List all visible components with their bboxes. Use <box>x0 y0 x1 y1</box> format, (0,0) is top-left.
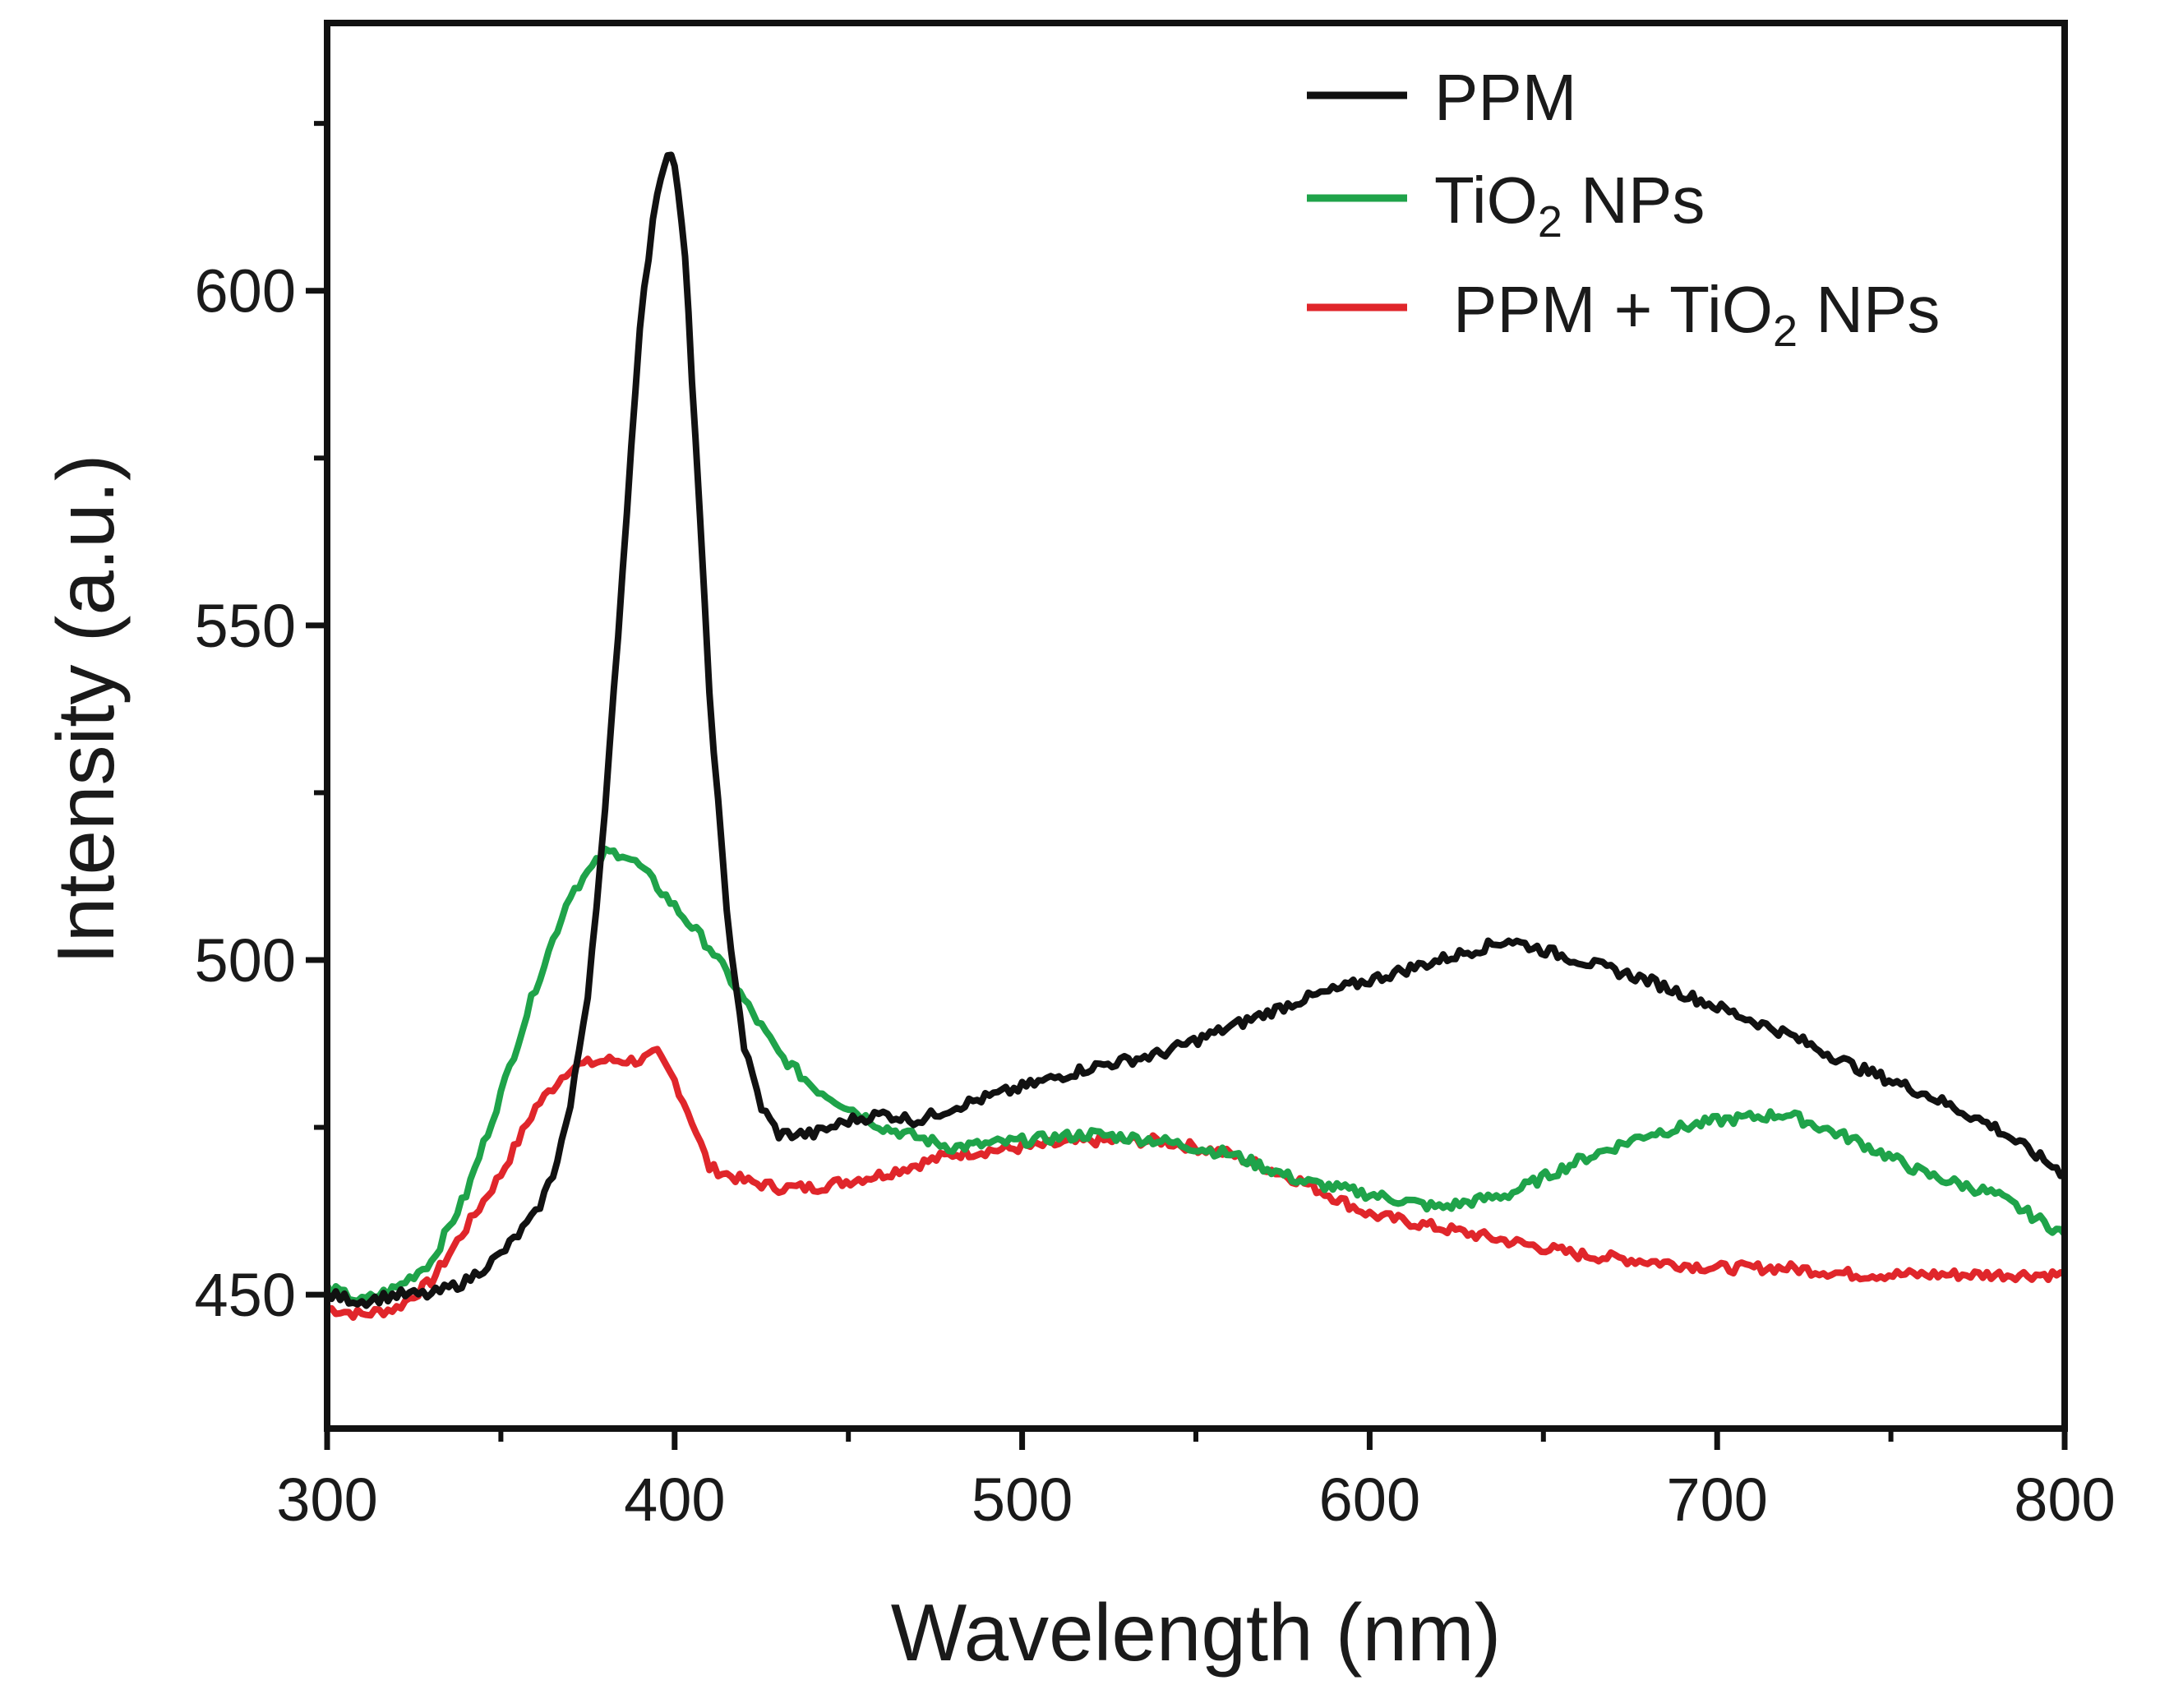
series-line <box>324 845 2068 1304</box>
x-tick-label: 300 <box>276 1466 377 1534</box>
x-tick-label: 500 <box>972 1466 1073 1534</box>
x-tick-label: 800 <box>2014 1466 2115 1534</box>
y-tick-label: 550 <box>195 592 296 660</box>
tick-layer: 300 400 500 600 700 800 450 500 550 600 <box>195 121 2116 1534</box>
y-axis-title: Intensity (a.u.) <box>40 455 131 965</box>
legend-label: PPM + TiO2 NPs <box>1453 273 1940 356</box>
series-line <box>324 151 2068 1309</box>
y-tick-label: 500 <box>195 926 296 995</box>
legend-label: PPM <box>1434 61 1576 134</box>
x-tick-label: 400 <box>624 1466 725 1534</box>
y-tick-label: 450 <box>195 1261 296 1329</box>
y-tick-label: 600 <box>195 257 296 325</box>
x-tick-label: 700 <box>1666 1466 1767 1534</box>
legend-label: TiO2 NPs <box>1434 164 1705 247</box>
series-layer <box>324 151 2068 1321</box>
legend: PPM TiO2 NPs PPM + TiO2 NPs <box>1307 61 1940 356</box>
x-axis-title: Wavelength (nm) <box>891 1587 1502 1678</box>
x-tick-label: 600 <box>1319 1466 1420 1534</box>
